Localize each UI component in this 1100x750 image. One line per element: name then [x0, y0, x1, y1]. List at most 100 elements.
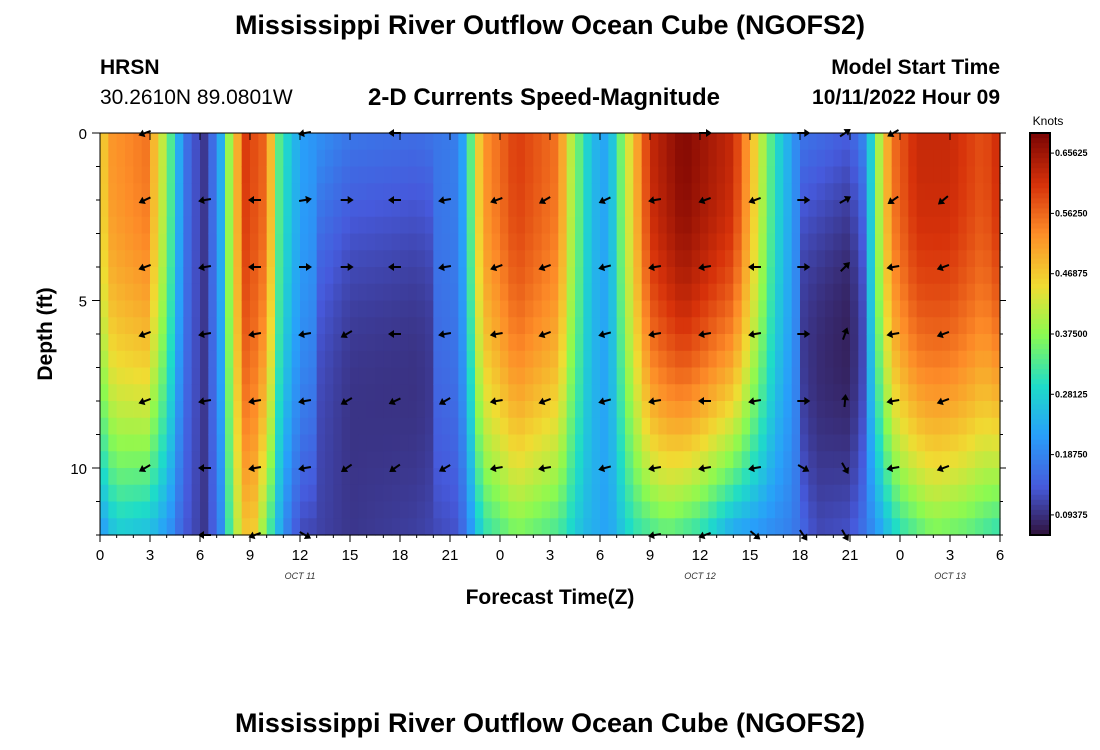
heat-cell [358, 149, 368, 168]
heat-cell [908, 233, 918, 251]
heat-cell [933, 384, 943, 402]
heat-cell [575, 367, 584, 385]
heat-cell [416, 518, 426, 536]
heat-cell [608, 216, 618, 235]
heat-cell [658, 149, 668, 168]
heat-cell [441, 401, 451, 419]
heat-cell [166, 468, 176, 486]
colorbar-swatch [1030, 404, 1050, 410]
heat-cell [658, 200, 668, 218]
station-name: HRSN [100, 56, 160, 79]
heat-cell [441, 468, 451, 486]
heat-cell [783, 133, 793, 151]
heat-cell [191, 133, 201, 151]
heat-cell [991, 501, 1001, 519]
heat-cell [458, 149, 468, 168]
heat-cell [450, 166, 459, 184]
heat-cell [616, 216, 626, 235]
heat-cell [816, 166, 826, 184]
current-arrow [698, 397, 711, 405]
heat-cell [833, 250, 843, 268]
heat-cell [241, 317, 251, 335]
heat-cell [408, 451, 418, 469]
model-start-label: Model Start Time [831, 56, 1000, 79]
heat-cell [750, 384, 759, 402]
heat-cell [375, 518, 384, 536]
heat-cell [450, 484, 459, 503]
heat-cell [958, 501, 968, 519]
heat-cell [958, 468, 968, 486]
heat-cell [991, 267, 1001, 285]
heat-cell [950, 417, 959, 436]
heat-cell [375, 451, 384, 469]
heat-cell [666, 283, 676, 302]
heat-cell [733, 451, 743, 469]
heat-cell [666, 468, 676, 486]
heat-cell [558, 200, 568, 218]
heat-cell [575, 434, 584, 452]
heat-cell [425, 149, 434, 168]
current-arrow [340, 397, 353, 405]
heat-cell [908, 300, 918, 318]
heat-cell [500, 216, 509, 235]
heat-cell [366, 384, 376, 402]
heat-cell [125, 216, 134, 235]
heat-cell [716, 468, 726, 486]
heat-cell [675, 367, 684, 385]
heat-cell [241, 367, 251, 385]
heat-cell [350, 501, 359, 519]
heat-cell [716, 300, 726, 318]
heat-cell [283, 166, 293, 184]
heat-cell [258, 434, 268, 452]
heat-cell [491, 216, 501, 235]
heat-cell [975, 501, 984, 519]
heat-cell [458, 166, 468, 184]
heat-cell [758, 166, 768, 184]
heat-cell [383, 417, 393, 436]
heat-cell [475, 451, 484, 469]
heat-cell [775, 200, 784, 218]
heat-cell [800, 183, 809, 201]
heat-cell [616, 484, 626, 503]
heat-cell [808, 401, 818, 419]
heat-cell [625, 367, 634, 385]
heat-cell [808, 133, 818, 151]
heat-cell [650, 149, 659, 168]
heat-cell [108, 317, 118, 335]
heat-cell [466, 317, 476, 335]
heat-cell [216, 451, 226, 469]
heat-cell [825, 300, 834, 318]
heat-cell [658, 233, 668, 251]
heat-cell [875, 216, 884, 235]
heat-cell [891, 267, 901, 285]
heat-cell [450, 367, 459, 385]
heat-cell [583, 417, 593, 436]
heat-cell [891, 200, 901, 218]
heat-cell [633, 183, 643, 201]
heat-cell [475, 401, 484, 419]
heat-cell [925, 518, 934, 536]
heat-cell [683, 317, 693, 335]
heat-cell [791, 216, 801, 235]
heat-cell [641, 166, 651, 184]
heat-cell [950, 133, 959, 151]
heat-cell [141, 317, 151, 335]
heat-cell [766, 200, 776, 218]
heat-cell [991, 183, 1001, 201]
heat-cell [458, 501, 468, 519]
heat-cell [258, 518, 268, 536]
heat-cell [100, 434, 109, 452]
colorbar-swatch [1030, 183, 1050, 189]
heat-cell [666, 434, 676, 452]
heat-cell [833, 417, 843, 436]
heat-cell [158, 384, 168, 402]
heat-cell [366, 216, 376, 235]
heat-cell [800, 384, 809, 402]
heat-cell [375, 484, 384, 503]
heat-cell [216, 384, 226, 402]
heat-cell [558, 484, 568, 503]
heat-cell [958, 334, 968, 352]
heat-cell [150, 417, 159, 436]
heat-cell [441, 283, 451, 302]
heat-cell [483, 484, 493, 503]
